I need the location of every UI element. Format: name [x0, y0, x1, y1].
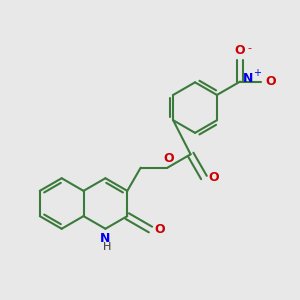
Text: O: O	[266, 75, 276, 88]
Text: +: +	[253, 68, 261, 78]
Text: H: H	[102, 242, 111, 252]
Text: O: O	[155, 223, 165, 236]
Text: O: O	[163, 152, 174, 165]
Text: N: N	[100, 232, 111, 245]
Text: O: O	[208, 171, 219, 184]
Text: -: -	[248, 43, 252, 53]
Text: N: N	[243, 72, 254, 85]
Text: O: O	[235, 44, 245, 57]
